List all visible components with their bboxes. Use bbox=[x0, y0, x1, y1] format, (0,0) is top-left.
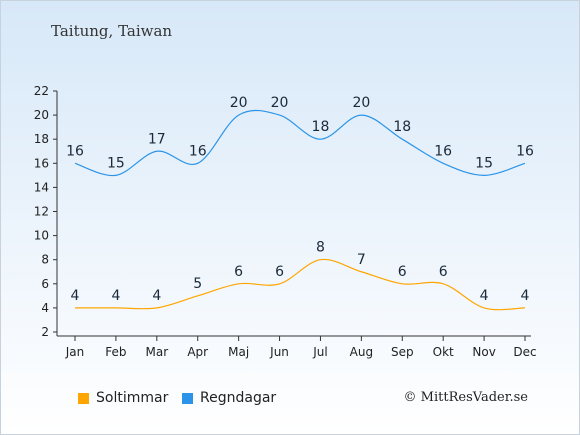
legend-item-regndagar: Regndagar bbox=[182, 390, 276, 406]
x-tick-label: Jul bbox=[312, 345, 327, 359]
legend-item-soltimmar: Soltimmar bbox=[78, 390, 168, 406]
x-tick-label: Mar bbox=[145, 345, 168, 359]
legend-label-regndagar: Regndagar bbox=[200, 390, 277, 406]
y-tick-label: 14 bbox=[34, 180, 49, 194]
y-tick-label: 10 bbox=[34, 229, 49, 243]
x-tick-label: Feb bbox=[105, 345, 126, 359]
data-label-regndagar: 20 bbox=[271, 95, 289, 111]
data-label-soltimmar: 7 bbox=[357, 252, 366, 268]
x-tick-label: Aug bbox=[350, 345, 373, 359]
y-tick-label: 2 bbox=[41, 325, 49, 339]
data-label-regndagar: 18 bbox=[393, 119, 411, 135]
data-label-regndagar: 20 bbox=[230, 95, 248, 111]
x-tick-label: Nov bbox=[472, 345, 495, 359]
data-label-regndagar: 16 bbox=[516, 143, 534, 159]
y-tick-label: 4 bbox=[41, 301, 49, 315]
data-label-soltimmar: 8 bbox=[316, 240, 325, 256]
x-tick-label: Okt bbox=[433, 345, 454, 359]
series-line-soltimmar bbox=[74, 258, 526, 311]
data-label-regndagar: 18 bbox=[312, 119, 330, 135]
x-tick-label: Dec bbox=[513, 345, 536, 359]
y-tick-label: 20 bbox=[34, 108, 49, 122]
x-tick-label: Jun bbox=[269, 345, 289, 359]
y-tick-label: 6 bbox=[41, 277, 49, 291]
legend-label-soltimmar: Soltimmar bbox=[96, 390, 169, 406]
data-label-regndagar: 16 bbox=[189, 143, 207, 159]
y-tick-label: 16 bbox=[34, 156, 49, 170]
data-label-soltimmar: 4 bbox=[152, 288, 161, 304]
legend-swatch-soltimmar bbox=[78, 392, 89, 404]
data-label-soltimmar: 6 bbox=[234, 264, 243, 280]
data-label-soltimmar: 4 bbox=[521, 288, 530, 304]
credit-text: © MittResVader.se bbox=[403, 390, 528, 405]
data-label-regndagar: 20 bbox=[352, 95, 370, 111]
y-tick-label: 12 bbox=[34, 205, 49, 219]
y-tick-label: 8 bbox=[41, 253, 49, 267]
data-label-regndagar: 16 bbox=[434, 143, 452, 159]
x-tick-label: Apr bbox=[187, 345, 208, 359]
chart-title: Taitung, Taiwan bbox=[51, 22, 173, 40]
data-label-soltimmar: 4 bbox=[71, 288, 80, 304]
x-tick-label: Sep bbox=[391, 345, 414, 359]
data-label-soltimmar: 4 bbox=[111, 288, 120, 304]
data-label-regndagar: 15 bbox=[107, 155, 125, 171]
legend-swatch-regndagar bbox=[182, 392, 193, 404]
data-label-regndagar: 15 bbox=[475, 155, 493, 171]
data-label-regndagar: 16 bbox=[66, 143, 84, 159]
x-tick-label: Jan bbox=[65, 345, 85, 359]
data-label-soltimmar: 6 bbox=[439, 264, 448, 280]
data-label-regndagar: 17 bbox=[148, 131, 166, 147]
data-label-soltimmar: 4 bbox=[480, 288, 489, 304]
series-line-regndagar bbox=[74, 109, 526, 177]
y-tick-label: 22 bbox=[34, 84, 49, 98]
data-label-soltimmar: 6 bbox=[275, 264, 284, 280]
x-tick-label: Maj bbox=[228, 345, 249, 359]
data-label-soltimmar: 5 bbox=[193, 276, 202, 292]
data-label-soltimmar: 6 bbox=[398, 264, 407, 280]
y-tick-label: 18 bbox=[34, 132, 49, 146]
